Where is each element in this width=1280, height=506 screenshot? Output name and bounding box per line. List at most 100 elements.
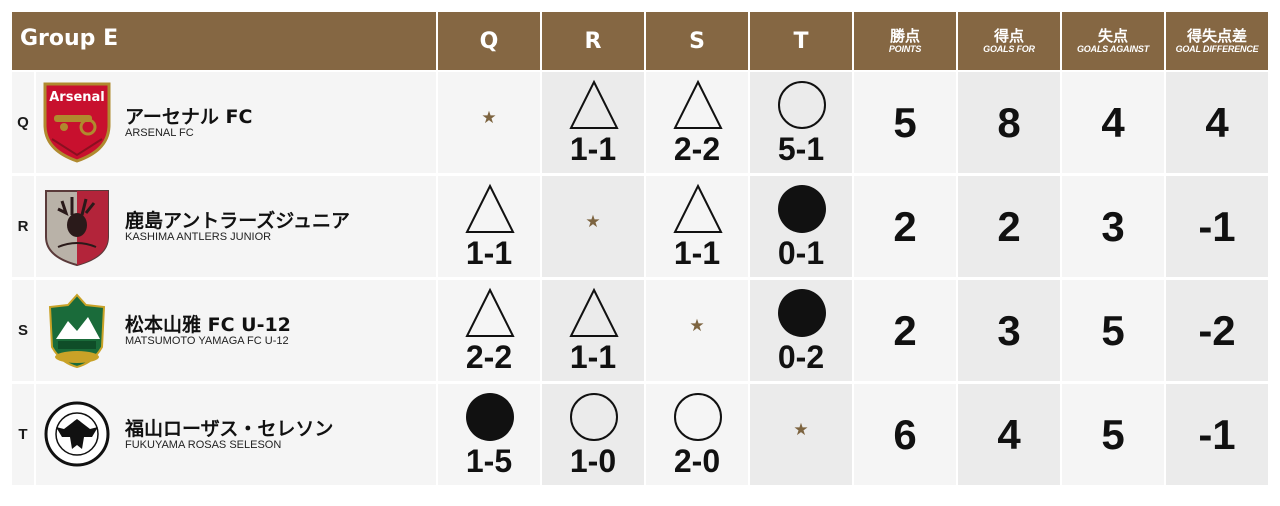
group-title: Group E <box>20 26 119 51</box>
team-letter: T <box>18 426 28 443</box>
match-score: 1-1 <box>569 339 617 375</box>
team-name-jp: 福山ローザス・セレソン <box>125 418 334 440</box>
header-goals-for: 得点 GOALS FOR <box>958 12 1060 70</box>
goals-against-value: 3 <box>1062 176 1164 277</box>
header-en: POINTS <box>888 43 922 54</box>
team-row-label: T <box>12 384 34 485</box>
kashima-antlers-crest <box>42 185 112 267</box>
points-value: 2 <box>854 176 956 277</box>
header-jp: 勝点 <box>889 26 920 45</box>
header-opponent-s: S <box>646 12 748 70</box>
match-result-cell: 2-2 <box>438 280 540 381</box>
header-letter: R <box>584 28 602 54</box>
header-en: GOALS AGAINST <box>1076 43 1150 54</box>
goal-difference-value: -1 <box>1166 176 1268 277</box>
header-jp: 失点 <box>1097 26 1128 45</box>
team-name-en: FUKUYAMA ROSAS SELESON <box>125 439 282 451</box>
loss-filled-circle-icon <box>778 185 826 233</box>
goal-difference-value: 4 <box>1166 72 1268 173</box>
team-name-jp: 松本山雅 FC U-12 <box>125 314 291 336</box>
match-score: 1-5 <box>465 443 513 479</box>
match-result-cell: ★ <box>750 384 852 485</box>
team-info: Arsenal アーセナル FC ARSENAL FC <box>36 72 436 173</box>
header-letter: S <box>689 28 705 54</box>
match-score: 1-1 <box>673 235 721 271</box>
match-result-cell: 1-1 <box>542 72 644 173</box>
crest-text: Arsenal <box>49 90 105 105</box>
header-en: GOAL DIFFERENCE <box>1175 43 1259 54</box>
header-jp: 得点 <box>993 26 1024 45</box>
match-score: 2-2 <box>465 339 513 375</box>
match-score: 1-0 <box>569 443 617 479</box>
header-opponent-r: R <box>542 12 644 70</box>
match-result-cell: 2-0 <box>646 384 748 485</box>
goal-difference-value: -1 <box>1166 384 1268 485</box>
draw-triangle-icon <box>673 183 723 233</box>
goal-difference-value: -2 <box>1166 280 1268 381</box>
goals-for-value: 3 <box>958 280 1060 381</box>
draw-triangle-icon <box>465 183 515 233</box>
team-row-label: S <box>12 280 34 381</box>
arsenal-crest: Arsenal <box>42 81 112 163</box>
table-row: R 鹿島アントラーズジュニア KASHIMA ANTLERS JUNIOR 1-1 ★ 1… <box>12 176 1268 277</box>
table-row: S 松本山雅 FC U-12 MATSUMOTO YAMAGA FC U-12 2-2… <box>12 280 1268 381</box>
draw-triangle-icon <box>569 79 619 129</box>
goals-for-value: 8 <box>958 72 1060 173</box>
match-score: 0-2 <box>777 339 825 375</box>
header-opponent-q: Q <box>438 12 540 70</box>
self-match-star-icon: ★ <box>585 212 601 231</box>
team-letter: Q <box>17 114 29 131</box>
team-row-label: Q <box>12 72 34 173</box>
header-points: 勝点 POINTS <box>854 12 956 70</box>
loss-filled-circle-icon <box>778 289 826 337</box>
match-result-cell: 1-5 <box>438 384 540 485</box>
goals-for-value: 2 <box>958 176 1060 277</box>
team-letter: S <box>17 322 28 339</box>
self-match-star-icon: ★ <box>689 316 705 335</box>
win-circle-icon <box>778 81 826 129</box>
match-result-cell: 2-2 <box>646 72 748 173</box>
match-score: 1-1 <box>465 235 513 271</box>
header-goal-difference: 得失点差 GOAL DIFFERENCE <box>1166 12 1268 70</box>
matsumoto-yamaga-crest <box>42 289 112 371</box>
match-result-cell: 0-2 <box>750 280 852 381</box>
match-score: 0-1 <box>777 235 825 271</box>
points-value: 6 <box>854 384 956 485</box>
points-value: 5 <box>854 72 956 173</box>
team-name-en: ARSENAL FC <box>125 127 194 139</box>
match-result-cell: 5-1 <box>750 72 852 173</box>
header-goals-against: 失点 GOALS AGAINST <box>1062 12 1164 70</box>
team-info: 福山ローザス・セレソン FUKUYAMA ROSAS SELESON <box>36 384 436 485</box>
match-result-cell: ★ <box>438 72 540 173</box>
match-score: 2-0 <box>673 443 721 479</box>
match-score: 1-1 <box>569 131 617 167</box>
table-row: T 福山ローザス・セレソン FUKUYAMA ROSAS SELESON 1-5 1-0… <box>12 384 1268 485</box>
self-match-star-icon: ★ <box>793 420 809 439</box>
team-name-en: MATSUMOTO YAMAGA FC U-12 <box>125 335 289 347</box>
team-row-label: R <box>12 176 34 277</box>
goals-against-value: 4 <box>1062 72 1164 173</box>
win-circle-icon <box>570 393 618 441</box>
table-row: Q Arsenal アーセナル FC ARSENAL FC ★ 1-1 2-2 5-1 5 8 4 4 <box>12 72 1268 173</box>
goals-against-value: 5 <box>1062 384 1164 485</box>
header-en: GOALS FOR <box>983 43 1035 54</box>
draw-triangle-icon <box>569 287 619 337</box>
loss-filled-circle-icon <box>466 393 514 441</box>
match-result-cell: 1-1 <box>542 280 644 381</box>
group-title-header: Group E <box>12 12 436 70</box>
win-circle-icon <box>674 393 722 441</box>
team-info: 鹿島アントラーズジュニア KASHIMA ANTLERS JUNIOR <box>36 176 436 277</box>
match-result-cell: 1-1 <box>646 176 748 277</box>
team-name-en: KASHIMA ANTLERS JUNIOR <box>125 231 272 243</box>
points-value: 2 <box>854 280 956 381</box>
match-score: 5-1 <box>777 131 825 167</box>
match-result-cell: ★ <box>542 176 644 277</box>
header-letter: Q <box>479 28 499 54</box>
team-name-jp: アーセナル FC <box>125 106 253 128</box>
goals-for-value: 4 <box>958 384 1060 485</box>
goals-against-value: 5 <box>1062 280 1164 381</box>
self-match-star-icon: ★ <box>481 108 497 127</box>
team-letter: R <box>17 218 29 235</box>
match-result-cell: ★ <box>646 280 748 381</box>
header-letter: T <box>793 28 809 54</box>
